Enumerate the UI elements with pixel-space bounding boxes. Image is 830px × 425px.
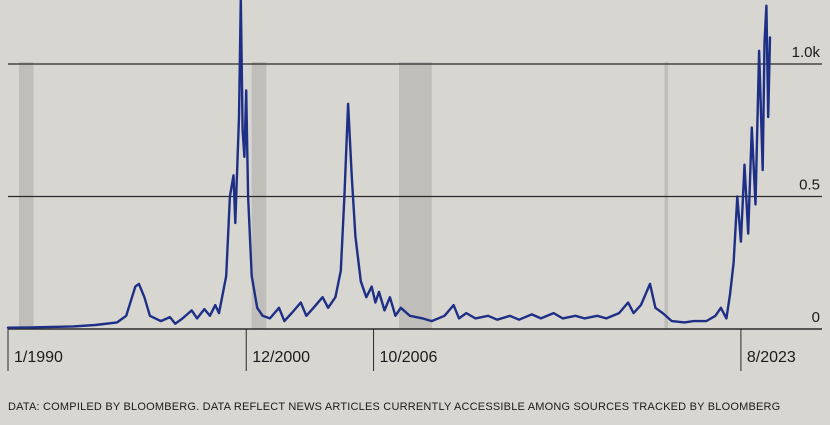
y-tick-label: 0.5 [799, 177, 820, 194]
series-line [6, 0, 772, 329]
recession-band [399, 62, 432, 329]
series-lines [6, 0, 772, 329]
y-tick-label: 0 [812, 309, 820, 326]
y-axis-tick-labels: 0 0.5 1.0k [792, 44, 821, 326]
x-tick-label: 10/2006 [380, 349, 438, 366]
recession-bands [18, 62, 669, 329]
x-tick-label: 12/2000 [252, 349, 310, 366]
x-tick-label: 8/2023 [747, 349, 796, 366]
recession-band [664, 62, 669, 329]
recession-band [251, 62, 267, 329]
source-note: DATA: COMPILED BY BLOOMBERG. DATA REFLEC… [8, 401, 781, 413]
y-gridlines [8, 63, 822, 330]
recession-band [18, 62, 34, 329]
x-tick-label: 1/1990 [14, 349, 63, 366]
y-tick-label: 1.0k [792, 44, 821, 61]
x-axis-ticks: 1/1990 12/2000 10/2006 8/2023 [7, 329, 796, 371]
